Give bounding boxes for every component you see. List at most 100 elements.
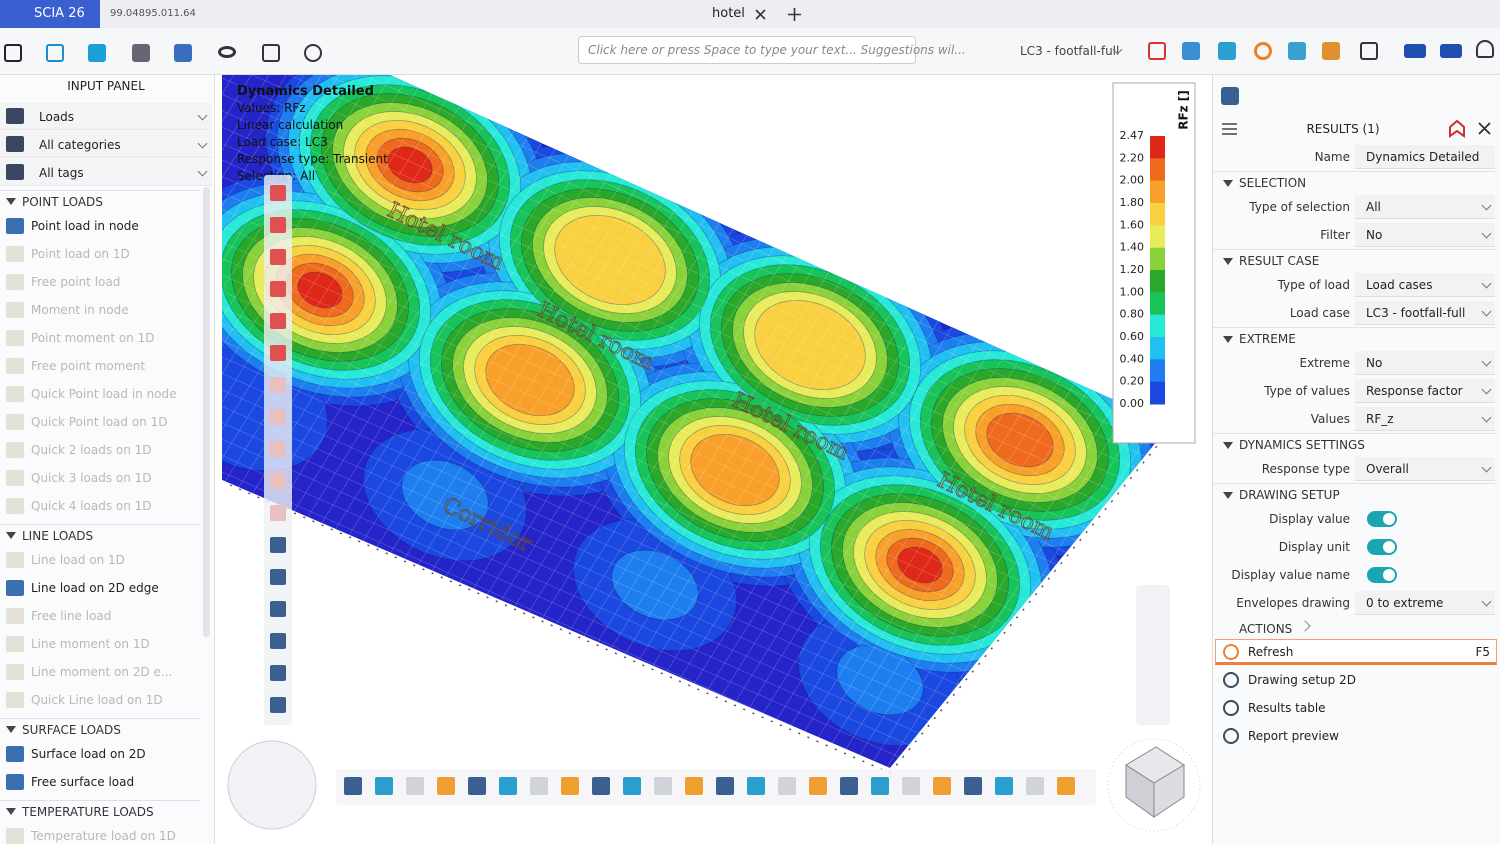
tool-button[interactable] xyxy=(840,777,858,795)
tool-button[interactable] xyxy=(902,777,920,795)
load-item[interactable]: Moment in node xyxy=(31,303,129,317)
icon[interactable] xyxy=(1148,42,1166,60)
view-wheel[interactable] xyxy=(227,740,317,830)
load-item[interactable]: Quick Line load on 1D xyxy=(31,693,163,707)
tool-button[interactable] xyxy=(685,777,703,795)
prop-field[interactable] xyxy=(1355,351,1495,375)
group-title[interactable]: SURFACE LOADS xyxy=(22,723,121,737)
tool-button[interactable] xyxy=(871,777,889,795)
filter-row[interactable] xyxy=(0,159,212,186)
tool-button[interactable] xyxy=(270,569,286,585)
prop-field[interactable] xyxy=(1355,301,1495,325)
icon[interactable] xyxy=(88,44,106,62)
filter-row[interactable] xyxy=(0,131,212,158)
tool-button[interactable] xyxy=(270,537,286,553)
tool-button[interactable] xyxy=(270,633,286,649)
tool-button[interactable] xyxy=(716,777,734,795)
icon[interactable] xyxy=(1182,42,1200,60)
tool-button[interactable] xyxy=(964,777,982,795)
icon[interactable] xyxy=(304,44,322,62)
tool-button[interactable] xyxy=(270,697,286,713)
prop-field[interactable] xyxy=(1355,195,1495,219)
group-title[interactable]: LINE LOADS xyxy=(22,529,94,543)
icon[interactable] xyxy=(4,44,22,62)
action-label[interactable]: Report preview xyxy=(1248,729,1339,743)
icon[interactable] xyxy=(1476,40,1494,58)
tool-button[interactable] xyxy=(270,441,286,457)
section-title[interactable]: DYNAMICS SETTINGS xyxy=(1239,438,1365,452)
icon[interactable] xyxy=(262,44,280,62)
load-item[interactable]: Line load on 2D edge xyxy=(31,581,159,595)
tool-button[interactable] xyxy=(561,777,579,795)
tool-button[interactable] xyxy=(1057,777,1075,795)
load-item[interactable]: Free surface load xyxy=(31,775,135,789)
prop-field[interactable] xyxy=(1355,407,1495,431)
load-item[interactable]: Point load in node xyxy=(31,219,139,233)
load-item[interactable]: Line load on 1D xyxy=(31,553,125,567)
load-item[interactable]: Quick 3 loads on 1D xyxy=(31,471,152,485)
icon[interactable] xyxy=(1254,42,1272,60)
tool-button[interactable] xyxy=(778,777,796,795)
tool-button[interactable] xyxy=(270,601,286,617)
tool-button[interactable] xyxy=(747,777,765,795)
prop-field[interactable] xyxy=(1355,223,1495,247)
filter-row[interactable] xyxy=(0,103,212,130)
group-header[interactable] xyxy=(0,524,200,546)
tool-button[interactable] xyxy=(270,313,286,329)
load-item[interactable]: Line moment on 1D xyxy=(31,637,150,651)
load-item[interactable]: Free point moment xyxy=(31,359,146,373)
load-item[interactable]: Point moment on 1D xyxy=(31,331,155,345)
group-header[interactable] xyxy=(0,718,200,740)
header-icons[interactable] xyxy=(1447,119,1497,139)
prop-field[interactable] xyxy=(1355,273,1495,297)
icon[interactable] xyxy=(132,44,150,62)
load-item[interactable]: Point load on 1D xyxy=(31,247,130,261)
load-item[interactable]: Quick Point load on 1D xyxy=(31,415,168,429)
tool-button[interactable] xyxy=(375,777,393,795)
tool-button[interactable] xyxy=(270,345,286,361)
filter-label[interactable]: All categories xyxy=(39,138,121,152)
load-item[interactable]: Free line load xyxy=(31,609,112,623)
prop-field[interactable] xyxy=(1355,591,1495,615)
filter-label[interactable]: Loads xyxy=(39,110,75,124)
prop-field[interactable] xyxy=(1355,379,1495,403)
tool-button[interactable] xyxy=(270,377,286,393)
tool-button[interactable] xyxy=(270,409,286,425)
group-title[interactable]: TEMPERATURE LOADS xyxy=(22,805,154,819)
icon[interactable] xyxy=(46,44,64,62)
menu-icon[interactable] xyxy=(1221,121,1239,137)
group-header[interactable] xyxy=(0,800,200,822)
icon[interactable] xyxy=(1440,44,1462,58)
tool-button[interactable] xyxy=(995,777,1013,795)
tool-button[interactable] xyxy=(933,777,951,795)
icon[interactable] xyxy=(1288,42,1306,60)
tool-button[interactable] xyxy=(270,473,286,489)
tool-button[interactable] xyxy=(623,777,641,795)
load-item[interactable]: Quick 2 loads on 1D xyxy=(31,443,152,457)
tool-button[interactable] xyxy=(406,777,424,795)
tool-button[interactable] xyxy=(592,777,610,795)
load-item[interactable]: Temperature load on 1D xyxy=(31,829,176,843)
load-item[interactable]: Quick Point load in node xyxy=(31,387,177,401)
prop-field[interactable] xyxy=(1355,145,1495,169)
tool-button[interactable] xyxy=(499,777,517,795)
tool-button[interactable] xyxy=(270,665,286,681)
tool-button[interactable] xyxy=(344,777,362,795)
tool-button[interactable] xyxy=(270,185,286,201)
tool-button[interactable] xyxy=(270,217,286,233)
section-title[interactable]: EXTREME xyxy=(1239,332,1296,346)
group-title[interactable]: POINT LOADS xyxy=(22,195,103,209)
action-label[interactable]: Drawing setup 2D xyxy=(1248,673,1356,687)
load-item[interactable]: Free point load xyxy=(31,275,121,289)
tool-button[interactable] xyxy=(270,281,286,297)
tool-button[interactable] xyxy=(654,777,672,795)
search-box[interactable]: Click here or press Space to type your t… xyxy=(578,36,966,64)
filter-label[interactable]: All tags xyxy=(39,166,84,180)
icon[interactable] xyxy=(1404,44,1426,58)
icon[interactable] xyxy=(1360,42,1378,60)
load-item[interactable]: Quick 4 loads on 1D xyxy=(31,499,152,513)
tool-button[interactable] xyxy=(437,777,455,795)
tool-button[interactable] xyxy=(468,777,486,795)
load-item[interactable]: Line moment on 2D e... xyxy=(31,665,173,679)
tool-button[interactable] xyxy=(1026,777,1044,795)
